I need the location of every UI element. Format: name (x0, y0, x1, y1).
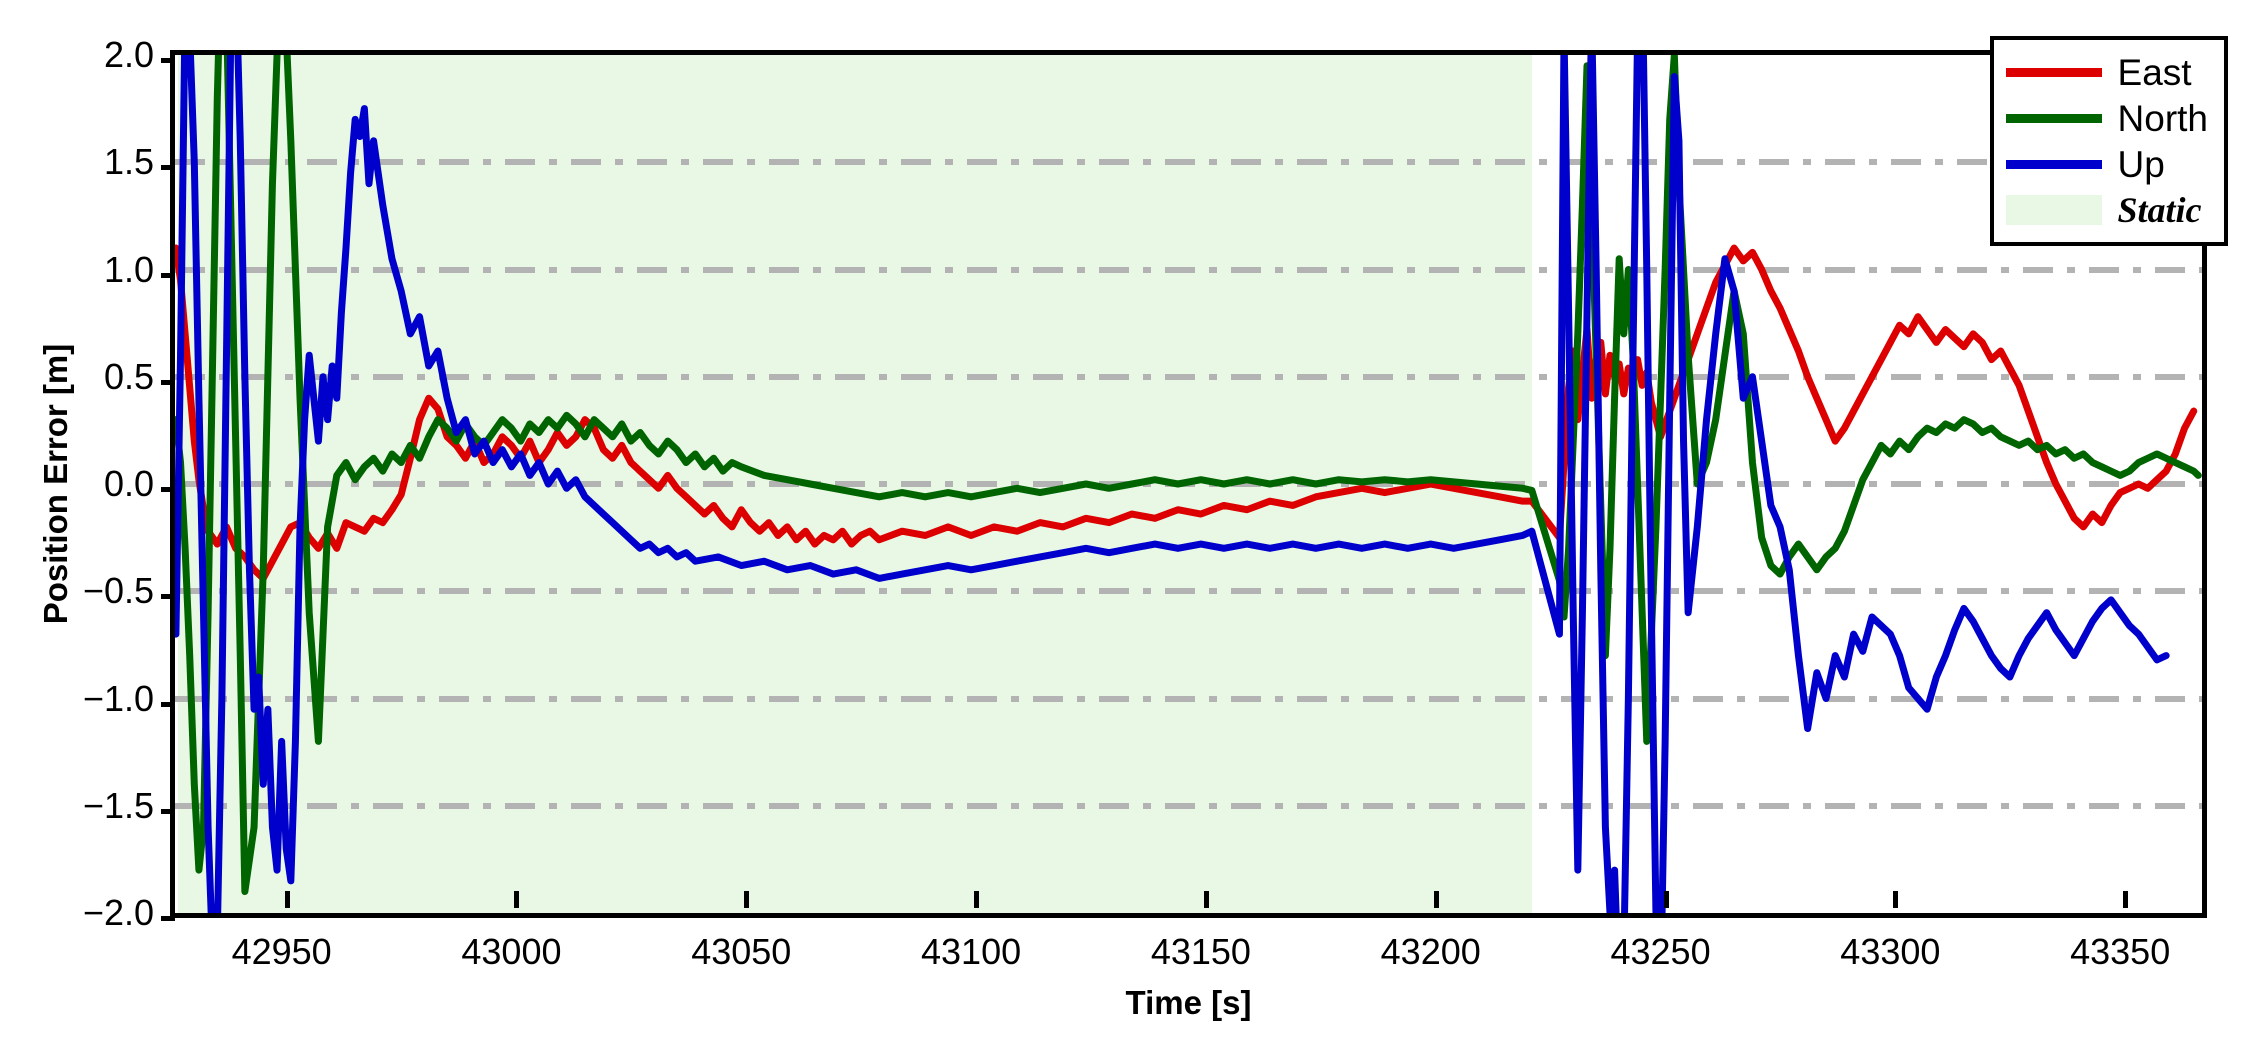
x-tick-label: 43100 (921, 931, 1022, 972)
y-tick-label: −2.0 (82, 892, 154, 933)
legend-label: East (2117, 51, 2192, 93)
x-tick-label: 43150 (1150, 931, 1251, 972)
y-tick-label: 1.0 (103, 248, 154, 290)
legend: East North Up Static (1989, 36, 2228, 246)
x-tick-mark-inner (1663, 891, 1669, 908)
x-tick-mark-inner (1893, 891, 1899, 908)
x-tick-label: 43300 (1840, 931, 1941, 972)
x-tick-label: 43200 (1380, 931, 1481, 972)
x-tick-label: 43250 (1610, 931, 1711, 972)
y-tick-label: 1.5 (103, 141, 154, 183)
series-line-up (175, 55, 2170, 913)
legend-item-up[interactable]: Up (2005, 142, 2208, 186)
series-line-north (175, 55, 2202, 896)
gridline-y (175, 588, 2202, 595)
y-tick-mark (161, 916, 175, 921)
gridline-y (175, 159, 2202, 166)
legend-swatch-line-east (2005, 67, 2102, 77)
x-tick-mark-inner (974, 891, 980, 908)
y-tick-mark (161, 701, 175, 707)
legend-item-north[interactable]: North (2005, 96, 2208, 140)
gridline-y (175, 373, 2202, 380)
x-tick-mark-inner (744, 891, 750, 908)
y-tick-label: −1.5 (82, 784, 154, 826)
y-tick-label: 0.0 (103, 463, 154, 504)
x-tick-mark-inner (2123, 891, 2129, 908)
x-tick-mark-inner (284, 891, 290, 908)
legend-label: Up (2117, 143, 2165, 185)
x-tick-mark-inner (514, 891, 520, 908)
x-tick-label: 43000 (461, 931, 562, 972)
gridline-y (175, 802, 2202, 809)
y-tick-mark (161, 58, 175, 63)
plot-inner (175, 55, 2202, 913)
y-tick-label: −0.5 (82, 570, 154, 612)
series-group (175, 55, 2202, 913)
y-tick-mark (161, 272, 175, 278)
y-tick-label: 2.0 (103, 34, 154, 75)
legend-swatch-patch-static (2005, 195, 2102, 225)
gridline-y (175, 695, 2202, 702)
y-tick-mark (161, 165, 175, 171)
y-tick-mark (161, 808, 175, 814)
plot-area (161, 50, 2207, 921)
gridline-y (175, 266, 2202, 273)
y-tick-mark (161, 594, 175, 600)
legend-label: Static (2117, 190, 2202, 230)
x-tick-mark-inner (1433, 891, 1439, 908)
y-tick-label: −1.0 (82, 677, 154, 719)
y-tick-mark (161, 379, 175, 385)
legend-label: North (2117, 97, 2208, 139)
x-tick-label: 42950 (231, 931, 332, 972)
y-tick-mark (161, 487, 175, 492)
series-line-east (175, 244, 2198, 582)
legend-item-static[interactable]: Static (2005, 188, 2208, 232)
y-tick-label: 0.5 (103, 355, 154, 397)
x-axis-title: Time [s] (1125, 984, 1252, 1021)
x-tick-label: 43050 (691, 931, 792, 972)
x-tick-mark-inner (1203, 891, 1209, 908)
legend-swatch-line-north (2005, 113, 2102, 123)
legend-item-east[interactable]: East (2005, 50, 2208, 94)
x-tick-label: 43350 (2070, 931, 2171, 972)
legend-swatch-line-up (2005, 159, 2102, 169)
